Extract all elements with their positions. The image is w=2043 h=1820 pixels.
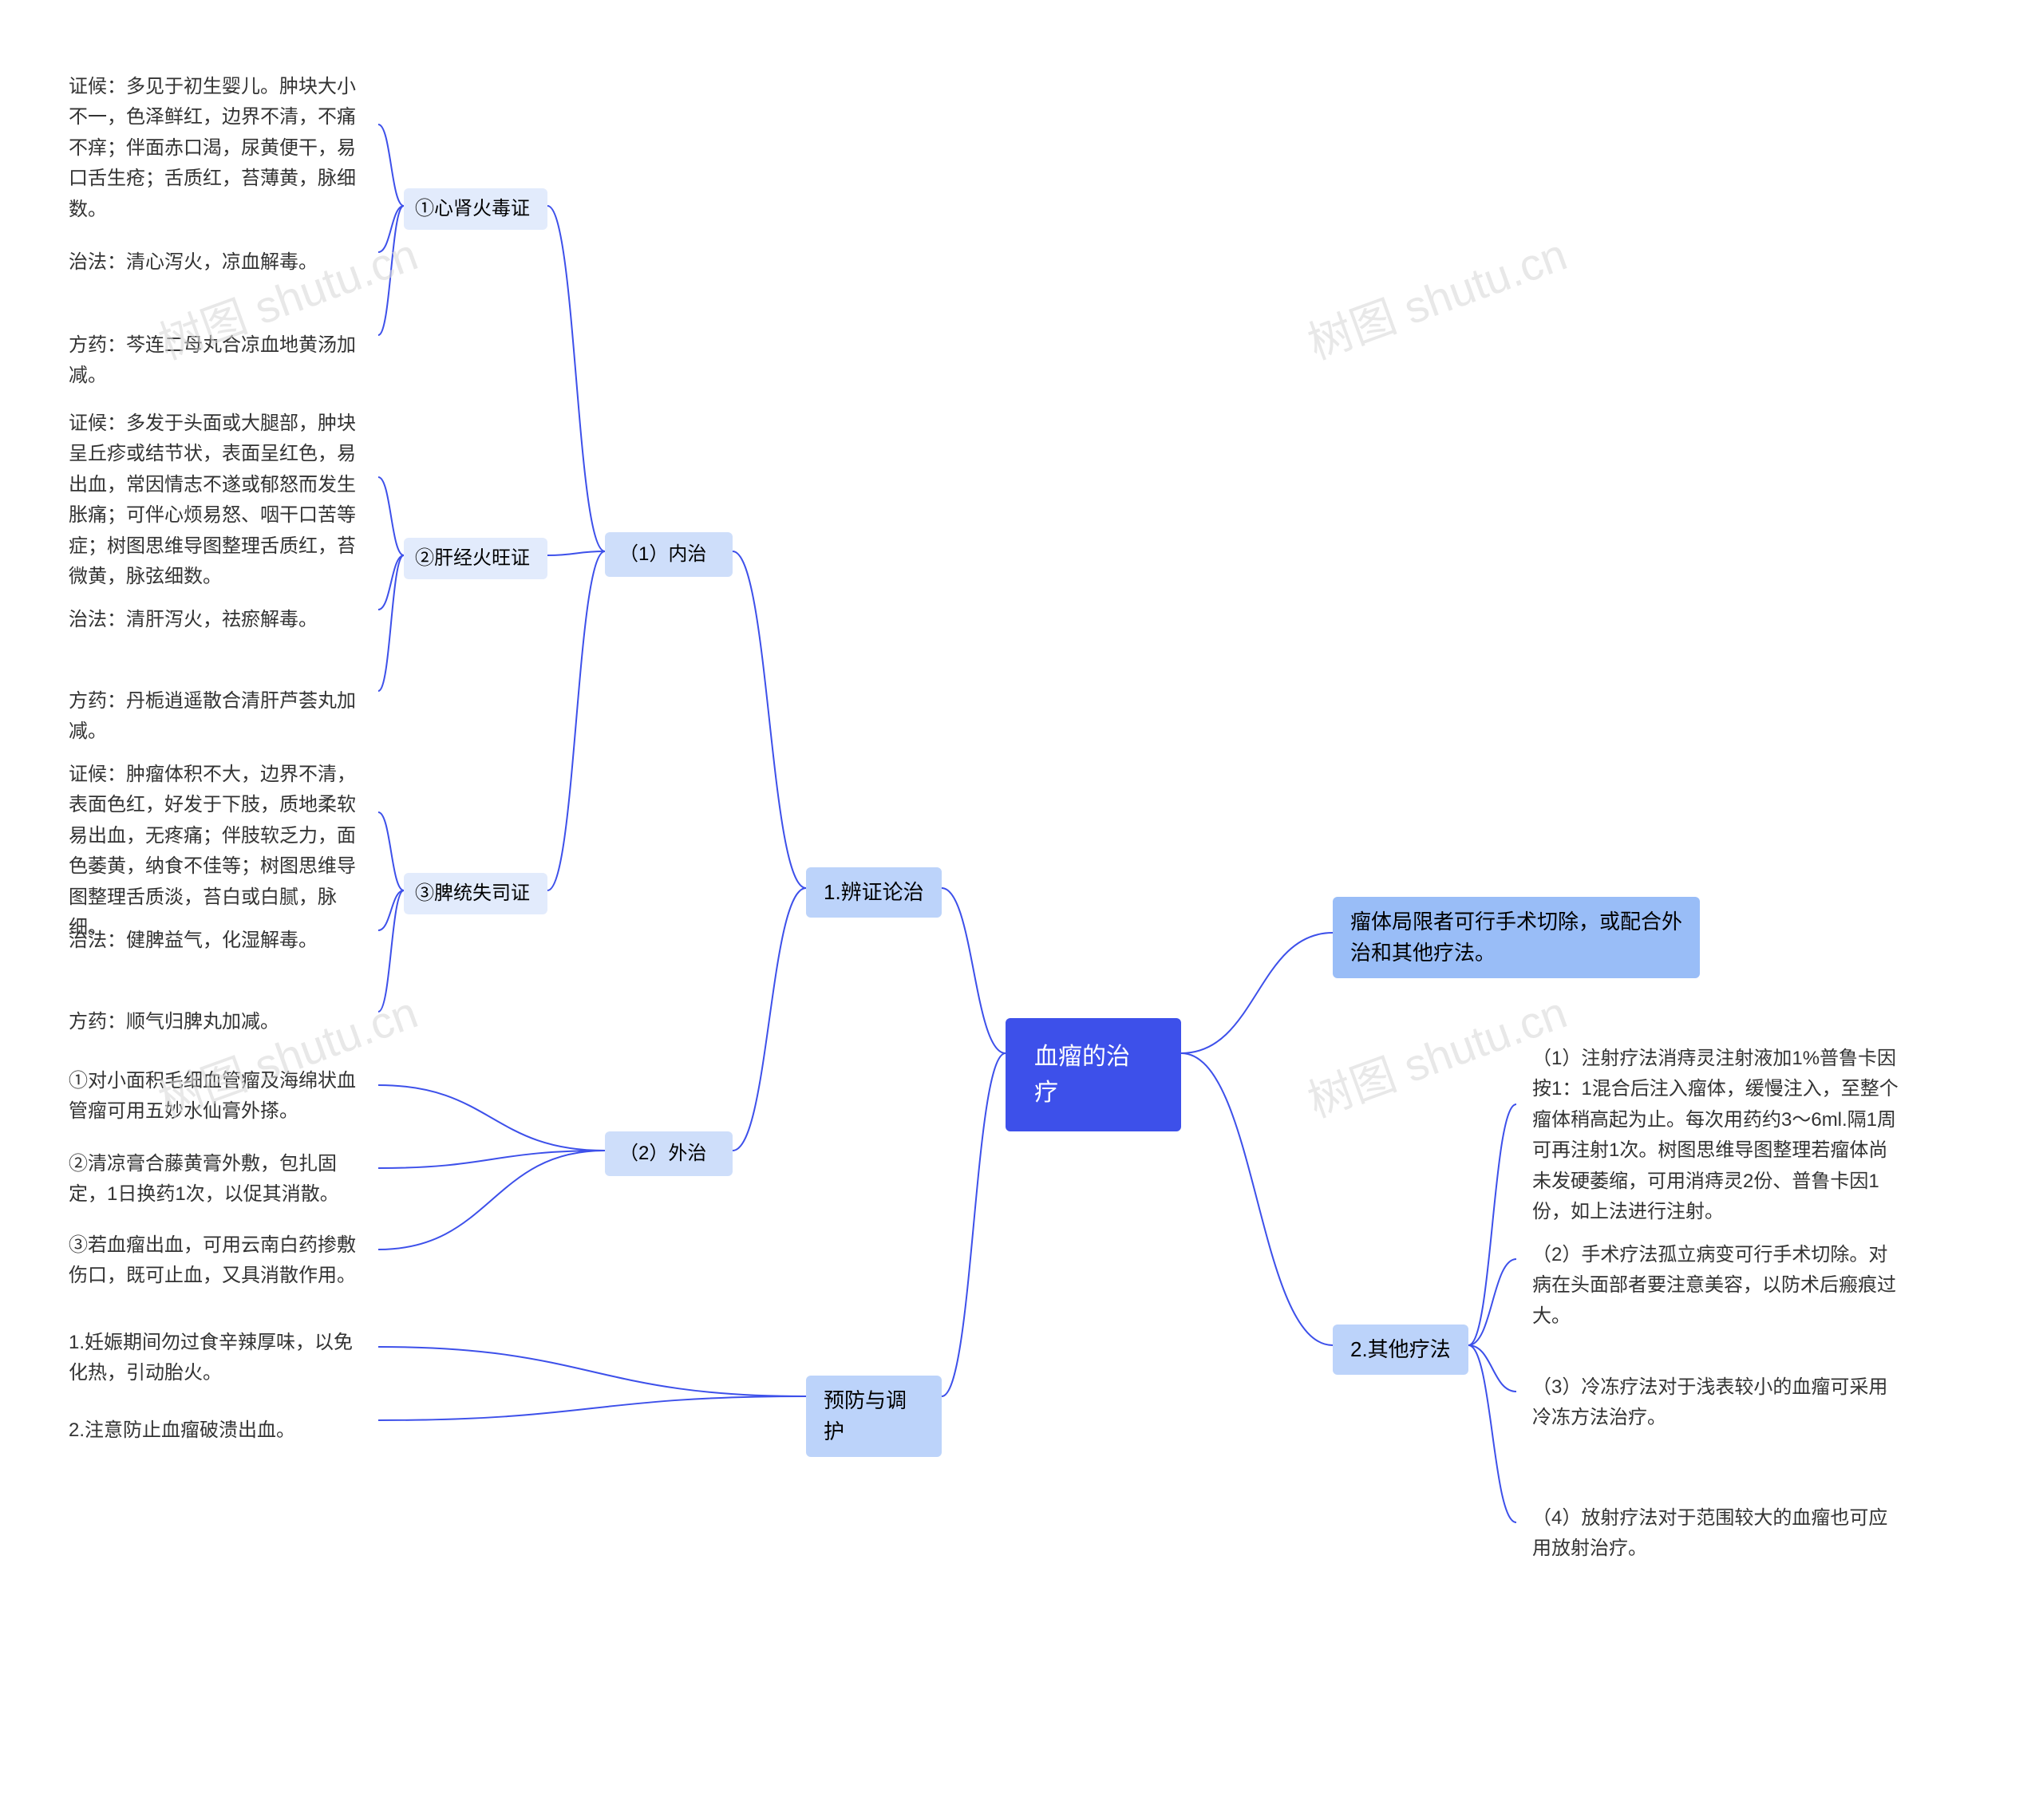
root-node-label: 血瘤的治疗: [1034, 1044, 1130, 1106]
leaf-123-label: 方药：丹栀逍遥散合清肝芦荟丸加减。: [69, 690, 356, 742]
leaf-b1-label: 1.妊娠期间勿过食辛辣厚味，以免化热，引动胎火。: [69, 1332, 353, 1384]
right-b-leaf-2: （2）手术疗法孤立病变可行手术切除。对病在头面部者要注意美容，以防术后瘢痕过大。: [1516, 1229, 1915, 1343]
left-a1-label: （1）内治: [619, 543, 706, 565]
right-b-leaf-4-label: （4）放射疗法对于范围较大的血瘤也可应用放射治疗。: [1532, 1507, 1887, 1559]
leaf-b1: 1.妊娠期间勿过食辛辣厚味，以免化热，引动胎火。: [53, 1317, 378, 1400]
left-a1: （1）内治: [605, 532, 733, 577]
left-a1-3-label: ③脾统失司证: [415, 882, 530, 904]
left-a1-2-label: ②肝经火旺证: [415, 547, 530, 569]
leaf-123: 方药：丹栀逍遥散合清肝芦荟丸加减。: [53, 675, 378, 759]
leaf-23: ③若血瘤出血，可用云南白药掺敷伤口，既可止血，又具消散作用。: [53, 1219, 378, 1303]
left-a2-label: （2）外治: [619, 1143, 706, 1164]
left-b-label: 预防与调护: [824, 1388, 907, 1443]
root-node: 血瘤的治疗: [1006, 1018, 1181, 1131]
leaf-111-label: 证候：多见于初生婴儿。肿块大小不一，色泽鲜红，边界不清，不痛不痒；伴面赤口渴，尿…: [69, 76, 356, 220]
leaf-23-label: ③若血瘤出血，可用云南白药掺敷伤口，既可止血，又具消散作用。: [69, 1234, 356, 1286]
left-a1-1: ①心肾火毒证: [404, 188, 547, 230]
right-b-leaf-3: （3）冷冻疗法对于浅表较小的血瘤可采用冷冻方法治疗。: [1516, 1361, 1915, 1445]
right-b-leaf-2-label: （2）手术疗法孤立病变可行手术切除。对病在头面部者要注意美容，以防术后瘢痕过大。: [1532, 1244, 1896, 1327]
leaf-121-label: 证候：多发于头面或大腿部，肿块呈丘疹或结节状，表面呈红色，易出血，常因情志不遂或…: [69, 413, 356, 587]
left-b: 预防与调护: [806, 1376, 942, 1457]
right-b-leaf-1-label: （1）注射疗法消痔灵注射液加1%普鲁卡因按1：1混合后注入瘤体，缓慢注入，至整个…: [1532, 1048, 1899, 1222]
right-a-label: 瘤体局限者可行手术切除，或配合外治和其他疗法。: [1350, 910, 1682, 965]
leaf-22: ②清凉膏合藤黄膏外敷，包扎固定，1日换药1次，以促其消散。: [53, 1138, 378, 1222]
right-b-leaf-4: （4）放射疗法对于范围较大的血瘤也可应用放射治疗。: [1516, 1492, 1915, 1576]
leaf-b2: 2.注意防止血瘤破溃出血。: [53, 1404, 378, 1457]
leaf-132: 治法：健脾益气，化湿解毒。: [53, 914, 378, 967]
right-b: 2.其他疗法: [1333, 1325, 1468, 1375]
leaf-122: 治法：清肝泻火，祛瘀解毒。: [53, 594, 378, 646]
leaf-121: 证候：多发于头面或大腿部，肿块呈丘疹或结节状，表面呈红色，易出血，常因情志不遂或…: [53, 397, 378, 603]
left-a1-3: ③脾统失司证: [404, 873, 547, 914]
leaf-131-label: 证候：肿瘤体积不大，边界不清，表面色红，好发于下肢，质地柔软易出血，无疼痛；伴肢…: [69, 764, 356, 938]
leaf-122-label: 治法：清肝泻火，祛瘀解毒。: [69, 609, 318, 630]
leaf-132-label: 治法：健脾益气，化湿解毒。: [69, 930, 318, 951]
left-a2: （2）外治: [605, 1131, 733, 1176]
right-b-leaf-3-label: （3）冷冻疗法对于浅表较小的血瘤可采用冷冻方法治疗。: [1532, 1376, 1887, 1428]
left-a1-1-label: ①心肾火毒证: [415, 198, 530, 219]
left-a: 1.辨证论治: [806, 867, 942, 918]
watermark-3: 树图 shutu.cn: [1298, 219, 1575, 372]
left-a-label: 1.辨证论治: [824, 880, 924, 904]
leaf-111: 证候：多见于初生婴儿。肿块大小不一，色泽鲜红，边界不清，不痛不痒；伴面赤口渴，尿…: [53, 61, 378, 236]
right-a: 瘤体局限者可行手术切除，或配合外治和其他疗法。: [1333, 897, 1700, 978]
right-b-leaf-1: （1）注射疗法消痔灵注射液加1%普鲁卡因按1：1混合后注入瘤体，缓慢注入，至整个…: [1516, 1032, 1915, 1238]
leaf-b2-label: 2.注意防止血瘤破溃出血。: [69, 1419, 295, 1441]
leaf-133-label: 方药：顺气归脾丸加减。: [69, 1011, 279, 1032]
leaf-22-label: ②清凉膏合藤黄膏外敷，包扎固定，1日换药1次，以促其消散。: [69, 1153, 339, 1205]
right-b-label: 2.其他疗法: [1350, 1337, 1451, 1361]
left-a1-2: ②肝经火旺证: [404, 538, 547, 579]
